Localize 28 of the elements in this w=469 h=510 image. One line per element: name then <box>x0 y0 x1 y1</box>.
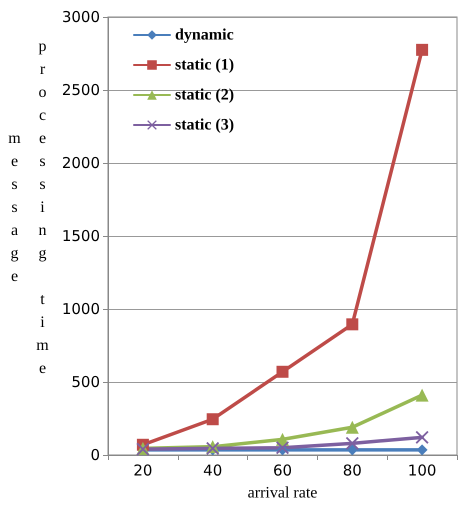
y-axis-title: message processing time <box>5 36 52 384</box>
y-tick-label: 500 <box>71 373 100 391</box>
legend-label: static (1) <box>175 56 234 74</box>
x-tick-label: 60 <box>272 462 292 480</box>
point <box>346 318 358 330</box>
y-tick-label: 3000 <box>62 8 100 26</box>
y-tick-label: 1000 <box>62 300 100 318</box>
point <box>416 388 429 402</box>
y-tick-label: 0 <box>90 446 100 464</box>
point <box>346 420 359 434</box>
y-tick-label: 1500 <box>62 227 100 245</box>
x-axis-title: arrival rate <box>248 484 318 502</box>
x-tick-label: 20 <box>133 462 152 480</box>
y-tick-label: 2500 <box>62 81 100 99</box>
point <box>276 366 288 378</box>
x-tick-label: 100 <box>408 462 436 480</box>
x-tick-label: 80 <box>342 462 362 480</box>
point <box>416 430 429 444</box>
point <box>416 44 428 56</box>
legend-label: static (3) <box>175 116 234 134</box>
point <box>276 441 289 454</box>
point <box>346 436 359 450</box>
legend-label: dynamic <box>175 26 234 44</box>
point <box>206 413 219 426</box>
x-tick-label: 40 <box>203 462 222 480</box>
legend-label: static (2) <box>175 86 234 104</box>
point <box>416 444 428 456</box>
y-tick-label: 2000 <box>62 154 100 172</box>
